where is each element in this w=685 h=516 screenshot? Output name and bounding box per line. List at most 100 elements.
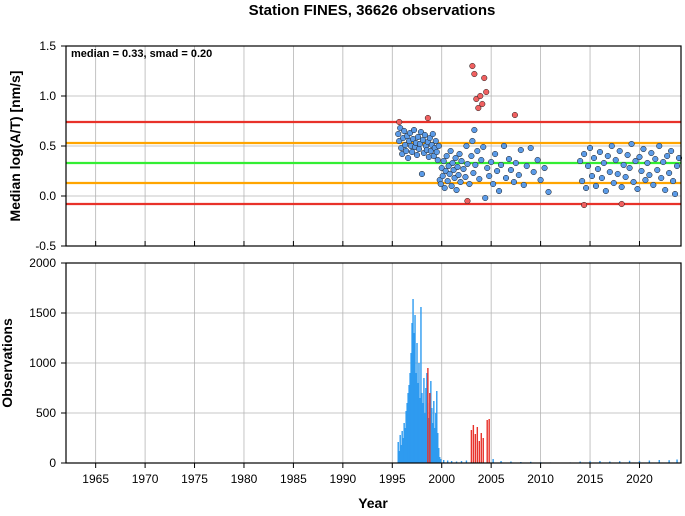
median-point: [496, 187, 503, 195]
median-point: [510, 178, 517, 186]
observation-bar: [658, 460, 660, 463]
median-point: [466, 180, 473, 188]
observation-bar: [455, 461, 458, 463]
observation-bar: [422, 403, 424, 463]
median-point: [534, 156, 541, 164]
median-point: [446, 170, 453, 178]
observations-panel: 0 500 1000 1500 2000 1965 1970 1975 1980 1985 199…: [0, 256, 682, 511]
median-point: [395, 130, 402, 138]
median-point: [447, 147, 454, 155]
flagged-observation-bar: [488, 419, 490, 463]
outlier-point: [424, 114, 431, 122]
observations-y-tick-label: 0: [49, 456, 56, 470]
observation-bar: [402, 438, 404, 463]
median-point: [618, 183, 625, 191]
median-point: [527, 144, 534, 152]
observation-bar: [406, 403, 408, 463]
observation-bar: [400, 445, 402, 463]
observations-y-tick-label: 500: [36, 406, 56, 420]
observation-bar: [403, 423, 405, 463]
outlier-point: [483, 88, 490, 96]
outlier-point: [396, 118, 403, 126]
median-point: [401, 127, 408, 135]
median-point: [537, 176, 544, 184]
median-point: [472, 161, 479, 169]
median-point: [463, 142, 470, 150]
median-point: [441, 184, 448, 192]
observation-bar: [618, 461, 621, 463]
observation-bar: [433, 401, 435, 463]
median-point: [457, 178, 464, 186]
median-point: [440, 157, 447, 165]
observation-bar: [436, 391, 438, 463]
median-point: [405, 154, 412, 162]
median-point: [435, 142, 442, 150]
observation-bar: [450, 461, 453, 463]
observations-x-ticks: 1965 1970 1975 1980 1985 1990 1995 2000 2005 2010…: [82, 463, 653, 486]
observation-bar: [421, 393, 423, 463]
median-point: [585, 162, 592, 170]
outlier-point: [618, 200, 625, 208]
flagged-observation-bar: [472, 425, 475, 463]
stats-annotation: median = 0.33, smad = 0.20: [71, 48, 212, 60]
median-point: [464, 160, 471, 168]
flagged-observation-bar: [474, 434, 477, 463]
median-point: [458, 157, 465, 165]
median-point: [644, 159, 651, 167]
median-panel: -0.5 0.0 0.5 1.0 1.5 median = 0.33, smad = 0…: [7, 39, 683, 253]
median-point: [429, 130, 436, 138]
flagged-observation-bar: [429, 393, 431, 463]
observation-bar: [510, 461, 512, 463]
flagged-observation-bar: [486, 420, 488, 463]
median-point: [594, 165, 601, 173]
median-point: [437, 180, 444, 188]
median-point: [452, 154, 459, 162]
observation-bar: [405, 411, 407, 463]
observation-bar: [439, 457, 441, 463]
median-point: [402, 141, 409, 149]
observation-bar: [446, 460, 449, 463]
observations-y-ticks: 0 500 1000 1500 2000: [29, 256, 66, 470]
median-point: [414, 133, 422, 141]
median-point: [462, 173, 469, 181]
median-point: [624, 151, 631, 159]
median-point: [486, 172, 493, 180]
median-point: [515, 171, 522, 179]
median-point: [588, 172, 596, 180]
median-point: [497, 161, 505, 169]
median-point: [500, 142, 508, 150]
observation-bar: [638, 461, 641, 463]
observation-bar: [676, 459, 678, 463]
x-tick-label: 1995: [379, 472, 406, 486]
observation-bar: [397, 442, 399, 463]
observation-bar: [443, 460, 445, 463]
median-point: [455, 171, 462, 179]
median-point: [413, 151, 421, 159]
observation-bar: [412, 299, 414, 463]
median-point: [646, 171, 653, 179]
median-point: [433, 148, 440, 156]
observation-bar: [609, 461, 611, 463]
median-point: [425, 153, 432, 161]
observations-y-tick-label: 2000: [29, 256, 56, 270]
observation-bar: [438, 448, 440, 463]
x-tick-label: 1990: [329, 472, 356, 486]
outlier-point: [464, 197, 471, 205]
median-y-tick-label: 1.0: [39, 89, 56, 103]
observation-bar: [413, 333, 415, 463]
observation-bar: [492, 459, 494, 463]
median-point: [666, 169, 673, 177]
median-point: [520, 181, 527, 189]
x-axis-label: Year: [358, 495, 388, 511]
median-point: [670, 177, 677, 185]
outlier-point: [581, 201, 588, 209]
x-tick-label: 2010: [527, 472, 554, 486]
observation-bar: [579, 461, 581, 463]
chart-title: Station FINES, 36626 observations: [249, 2, 496, 19]
median-point: [616, 147, 623, 155]
median-point: [654, 166, 661, 174]
median-point: [494, 167, 501, 175]
observation-bar: [432, 423, 434, 463]
median-point: [604, 152, 611, 160]
median-point: [512, 159, 519, 167]
